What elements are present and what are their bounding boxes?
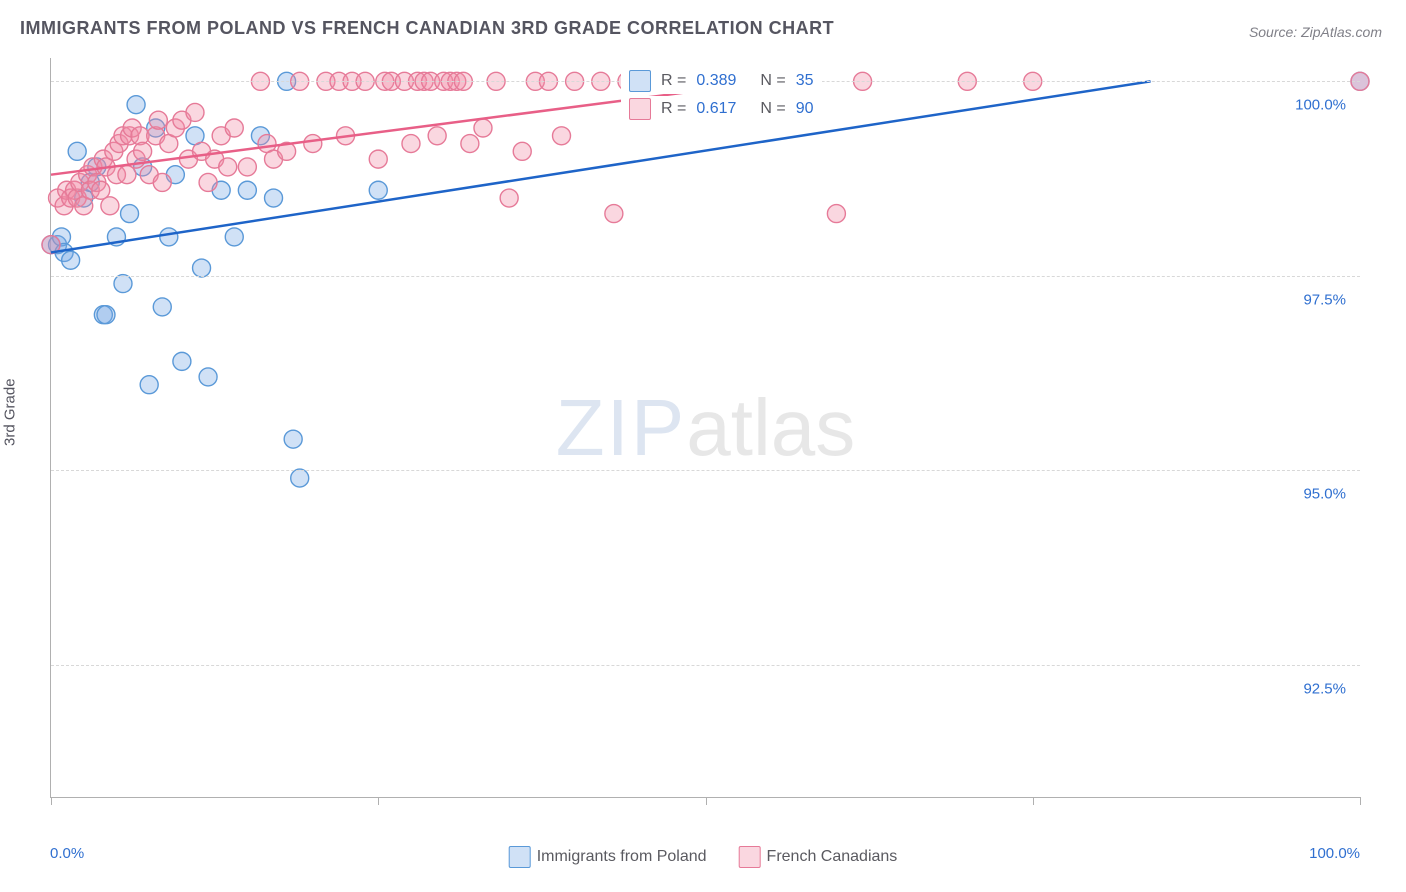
data-point-poland — [68, 142, 86, 160]
data-point-poland — [114, 275, 132, 293]
chart-title: IMMIGRANTS FROM POLAND VS FRENCH CANADIA… — [20, 18, 834, 39]
data-point-french — [474, 119, 492, 137]
x-tick-label-min: 0.0% — [50, 845, 84, 862]
data-point-poland — [62, 251, 80, 269]
data-point-poland — [225, 228, 243, 246]
stats-row-french: R = 0.617 N = 90 — [621, 96, 822, 122]
data-point-french — [369, 150, 387, 168]
gridline — [51, 665, 1360, 666]
data-point-poland — [284, 430, 302, 448]
data-point-french — [101, 197, 119, 215]
y-tick-label: 95.0% — [1299, 486, 1346, 503]
swatch-french — [629, 98, 651, 120]
x-tick — [1033, 797, 1034, 805]
data-point-poland — [173, 352, 191, 370]
data-point-poland — [199, 368, 217, 386]
legend-item-french: French Canadians — [739, 846, 898, 868]
data-point-french — [827, 205, 845, 223]
data-point-french — [304, 135, 322, 153]
data-point-poland — [121, 205, 139, 223]
gridline — [51, 276, 1360, 277]
n-value: 35 — [796, 72, 814, 90]
r-label: R = — [661, 100, 686, 118]
legend-item-poland: Immigrants from Poland — [509, 846, 707, 868]
y-tick-label: 100.0% — [1291, 97, 1346, 114]
n-value: 90 — [796, 100, 814, 118]
data-point-poland — [97, 306, 115, 324]
data-point-poland — [238, 181, 256, 199]
data-point-poland — [369, 181, 387, 199]
r-value: 0.617 — [696, 100, 736, 118]
data-point-french — [149, 111, 167, 129]
data-point-french — [553, 127, 571, 145]
x-tick — [706, 797, 707, 805]
data-point-french — [513, 142, 531, 160]
data-point-poland — [291, 469, 309, 487]
data-point-poland — [127, 96, 145, 114]
swatch-poland — [629, 70, 651, 92]
legend-label-poland: Immigrants from Poland — [537, 848, 707, 865]
data-point-french — [605, 205, 623, 223]
source-label: Source: ZipAtlas.com — [1249, 24, 1382, 40]
y-tick-label: 97.5% — [1299, 291, 1346, 308]
data-point-french — [199, 173, 217, 191]
r-label: R = — [661, 72, 686, 90]
data-point-poland — [160, 228, 178, 246]
data-point-french — [186, 103, 204, 121]
chart-svg — [51, 58, 1360, 797]
data-point-french — [500, 189, 518, 207]
bottom-legend: Immigrants from Poland French Canadians — [509, 846, 898, 868]
x-tick — [51, 797, 52, 805]
stats-row-poland: R = 0.389 N = 35 — [621, 68, 822, 94]
data-point-french — [225, 119, 243, 137]
n-label: N = — [760, 100, 785, 118]
data-point-poland — [153, 298, 171, 316]
x-tick-label-max: 100.0% — [1309, 845, 1360, 862]
data-point-poland — [193, 259, 211, 277]
gridline — [51, 470, 1360, 471]
y-axis-label: 3rd Grade — [2, 378, 19, 446]
x-tick — [378, 797, 379, 805]
data-point-french — [134, 142, 152, 160]
data-point-french — [238, 158, 256, 176]
data-point-french — [402, 135, 420, 153]
plot-area: ZIPatlas 92.5%95.0%97.5%100.0%R =0.389N … — [50, 58, 1360, 798]
data-point-poland — [265, 189, 283, 207]
legend-swatch-poland — [509, 846, 531, 868]
data-point-french — [428, 127, 446, 145]
data-point-french — [153, 173, 171, 191]
y-tick-label: 92.5% — [1299, 680, 1346, 697]
x-tick — [1360, 797, 1361, 805]
legend-label-french: French Canadians — [767, 848, 898, 865]
n-label: N = — [760, 72, 785, 90]
data-point-poland — [140, 376, 158, 394]
r-value: 0.389 — [696, 72, 736, 90]
data-point-french — [219, 158, 237, 176]
data-point-french — [461, 135, 479, 153]
legend-swatch-french — [739, 846, 761, 868]
